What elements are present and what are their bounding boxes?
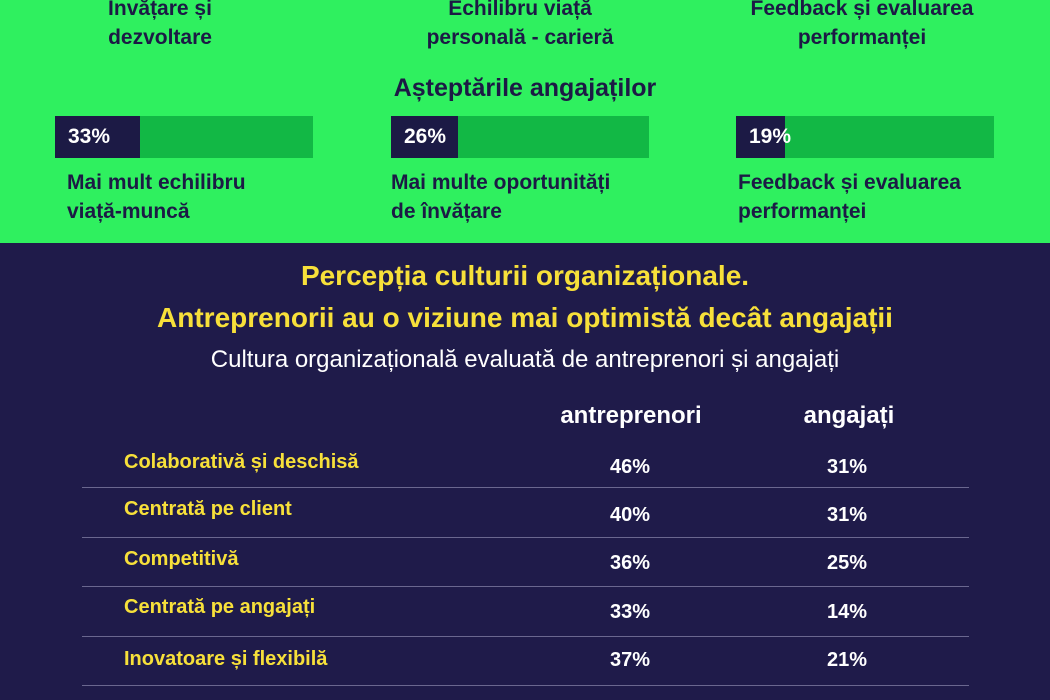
cell-entrepreneurs: 40% [609, 504, 651, 526]
bar-label-balance: Mai mult echilibru viață-muncă [67, 168, 246, 226]
cell-employees: 21% [826, 649, 868, 671]
progress-bar-feedback: 19% [736, 116, 994, 158]
bar-label-line: viață-muncă [67, 200, 190, 223]
category-line: Învățare și [108, 0, 212, 20]
column-header-entrepreneurs: antreprenori [560, 402, 702, 429]
category-feedback: Feedback și evaluarea performanței [712, 0, 1012, 52]
row-label: Competitivă [124, 548, 239, 570]
table-divider [82, 685, 969, 686]
culture-heading: Percepția culturii organizaționale. [300, 260, 750, 291]
table-divider [82, 487, 969, 488]
progress-percent: 19% [749, 125, 792, 148]
table-divider [82, 537, 969, 538]
row-label: Centrată pe client [124, 498, 292, 520]
row-label: Colaborativă și deschisă [124, 451, 359, 473]
cell-employees: 31% [826, 456, 868, 478]
row-label: Centrată pe angajați [124, 596, 316, 618]
bar-label-line: Mai mult echilibru [67, 171, 246, 194]
culture-heading-2: Antreprenorii au o viziune mai optimistă… [157, 302, 893, 333]
bar-label-line: performanței [738, 200, 867, 223]
row-label: Inovatoare și flexibilă [124, 648, 328, 670]
bar-label-line: Feedback și evaluarea [738, 171, 961, 194]
column-header-employees: angajați [803, 402, 895, 429]
progress-percent: 33% [68, 125, 111, 148]
expectations-panel: Învățare și dezvoltare Echilibru viață p… [0, 0, 1050, 243]
category-line: performanței [797, 26, 927, 49]
progress-fill [736, 116, 786, 158]
category-work-life-balance: Echilibru viață personală - carieră [395, 0, 645, 52]
progress-percent: 26% [404, 125, 447, 148]
bar-label-line: de învățare [391, 200, 502, 223]
cell-entrepreneurs: 37% [609, 649, 651, 671]
cell-employees: 14% [826, 601, 868, 623]
cell-employees: 31% [826, 504, 868, 526]
category-line: Echilibru viață [448, 0, 592, 20]
cell-entrepreneurs: 46% [609, 456, 651, 478]
culture-subtitle: Cultura organizațională evaluată de antr… [210, 346, 840, 373]
category-line: dezvoltare [108, 26, 212, 49]
cell-employees: 25% [826, 552, 868, 574]
cell-entrepreneurs: 36% [609, 552, 651, 574]
category-learning: Învățare și dezvoltare [60, 0, 260, 52]
table-divider [82, 586, 969, 587]
table-divider [82, 636, 969, 637]
progress-bar-learning: 26% [391, 116, 649, 158]
bar-label-learning: Mai multe oportunități de învățare [391, 168, 610, 226]
progress-fill [55, 116, 141, 158]
expectations-title: Așteptările angajaților [393, 74, 657, 102]
category-line: personală - carieră [426, 26, 614, 49]
bar-label-line: Mai multe oportunități [391, 171, 611, 194]
progress-fill [391, 116, 459, 158]
progress-bar-balance: 33% [55, 116, 313, 158]
category-line: Feedback și evaluarea [750, 0, 974, 20]
cell-entrepreneurs: 33% [609, 601, 651, 623]
bar-label-feedback: Feedback și evaluarea performanței [738, 168, 961, 226]
culture-panel: Percepția culturii organizaționale. Antr… [0, 243, 1050, 700]
